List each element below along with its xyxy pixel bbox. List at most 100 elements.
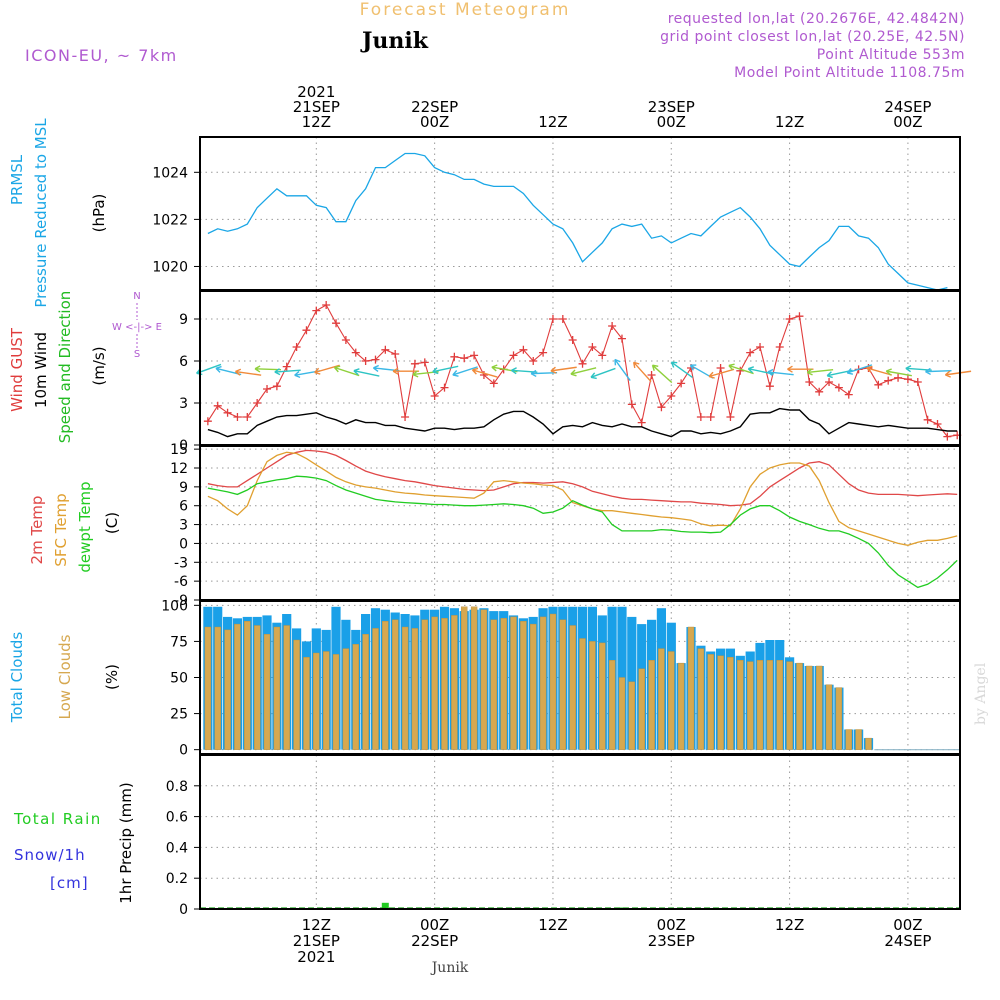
wind-gust-point <box>391 350 400 358</box>
y-tick-label: 6 <box>179 354 188 370</box>
wind-direction-arrow <box>234 368 262 376</box>
wind-gust-point <box>568 336 577 344</box>
low-clouds-bar <box>717 655 724 750</box>
low-clouds-bar <box>303 657 310 750</box>
top-time-label: 00Z <box>420 113 449 131</box>
wind-gust-point <box>913 378 922 386</box>
wind-direction-arrow-shape <box>614 358 631 381</box>
low-clouds-bar <box>273 626 281 750</box>
clouds-label-total: Total Clouds <box>8 632 26 724</box>
wind-direction-arrow <box>651 364 673 384</box>
low-clouds-bar <box>323 651 330 750</box>
top-time-label: 2021 <box>297 83 335 101</box>
wind-direction-arrow-shape <box>274 368 301 376</box>
wind-direction-arrow-shape <box>570 367 597 377</box>
y-tick-label: 3 <box>179 518 188 534</box>
low-clouds-bar <box>599 642 606 750</box>
y-tick-label: 0.6 <box>166 810 188 826</box>
low-clouds-bar <box>776 660 783 750</box>
wind-gust-point <box>677 379 686 388</box>
low-clouds-bar <box>687 626 695 750</box>
wind-gust-point <box>558 315 567 323</box>
wind-gust-point <box>825 378 834 386</box>
model-altitude: Model Point Altitude 1108.75m <box>734 65 965 81</box>
wind-gust-point <box>548 315 557 323</box>
low-clouds-bar <box>421 619 428 750</box>
low-clouds-bar <box>677 662 685 750</box>
y-tick-label: 9 <box>179 312 188 328</box>
low-clouds-bar <box>756 660 764 750</box>
low-clouds-bar <box>392 619 399 750</box>
wind-gust-point <box>381 345 390 354</box>
wind-direction-arrow-shape <box>728 363 754 375</box>
wind-gust-point <box>292 343 301 351</box>
clouds-unit: (%) <box>103 664 121 690</box>
low-clouds-bar <box>520 621 527 750</box>
low-clouds-bar <box>589 641 596 750</box>
rain-bar <box>381 902 389 909</box>
wind-gust-point <box>263 385 272 393</box>
low-clouds-bar <box>293 639 300 750</box>
wind-direction-arrow-shape <box>767 368 794 377</box>
bottom-time-label: 12Z <box>775 916 804 934</box>
wind-gust-point <box>489 379 498 388</box>
y-tick-label: 1024 <box>152 165 188 181</box>
wind-gust-point <box>223 408 232 417</box>
top-time-label: 12Z <box>538 113 567 131</box>
wind-direction-arrow <box>590 367 616 380</box>
y-tick-label: 0.8 <box>166 779 188 795</box>
low-clouds-bar <box>618 677 626 750</box>
y-tick-label: 100 <box>161 598 188 614</box>
wind-label-10m: 10m Wind <box>32 332 50 408</box>
wind-gust-point <box>272 382 281 391</box>
temp-label-sfc: SFC Temp <box>52 493 70 566</box>
y-tick-label: -6 <box>174 574 188 590</box>
wind-gust-point <box>815 387 824 396</box>
low-clouds-bar <box>638 668 645 750</box>
panel-frame <box>199 445 961 601</box>
y-tick-label: 25 <box>170 707 188 723</box>
wind-gust-point <box>420 358 429 367</box>
precip-label-rain: Total Rain <box>13 810 102 828</box>
wind-gust-point <box>509 351 518 360</box>
wind-direction-arrow <box>274 368 301 376</box>
wind-gust-point <box>479 371 488 379</box>
low-clouds-bar <box>234 623 241 750</box>
y-tick-label: -9 <box>174 593 188 609</box>
low-clouds-bar <box>628 681 635 750</box>
low-clouds-bar <box>835 687 843 750</box>
y-tick-label: 15 <box>170 442 188 458</box>
low-clouds-bar <box>431 616 438 750</box>
panel-frame <box>199 754 961 910</box>
low-clouds-bar <box>549 613 557 750</box>
wind-gust-point <box>894 373 903 382</box>
low-clouds-bar <box>313 652 320 750</box>
wind-direction-arrow <box>670 361 693 378</box>
low-clouds-bar <box>766 660 774 750</box>
wind-gust-point <box>253 399 262 407</box>
wind-direction-arrow-shape <box>432 365 459 375</box>
wind-direction-arrow-shape <box>530 369 558 378</box>
low-clouds-bar <box>244 621 251 750</box>
low-clouds-bar <box>352 644 359 750</box>
y-tick-label: -3 <box>174 555 188 571</box>
temp-sfc-line <box>207 451 958 546</box>
low-clouds-bar <box>845 729 852 750</box>
low-clouds-bar <box>806 665 813 750</box>
low-clouds-bar <box>707 654 714 750</box>
wind-gust-point <box>874 380 883 389</box>
low-clouds-bar <box>263 634 271 750</box>
panel-frame <box>199 136 961 291</box>
low-clouds-bar <box>461 606 468 750</box>
wind-direction-arrow <box>392 367 420 375</box>
wind-direction-arrow <box>254 365 282 373</box>
wind-gust-point <box>844 390 853 399</box>
wind-gust-point <box>726 413 735 421</box>
low-clouds-bar <box>727 657 734 750</box>
wind-direction-arrow <box>614 358 631 381</box>
wind-direction-arrow-shape <box>632 361 652 383</box>
wind-direction-arrow <box>944 370 972 378</box>
wind-label-dir: Speed and Direction <box>56 291 74 444</box>
location-title: Junik <box>360 28 429 54</box>
wind-direction-arrow-shape <box>353 368 380 377</box>
